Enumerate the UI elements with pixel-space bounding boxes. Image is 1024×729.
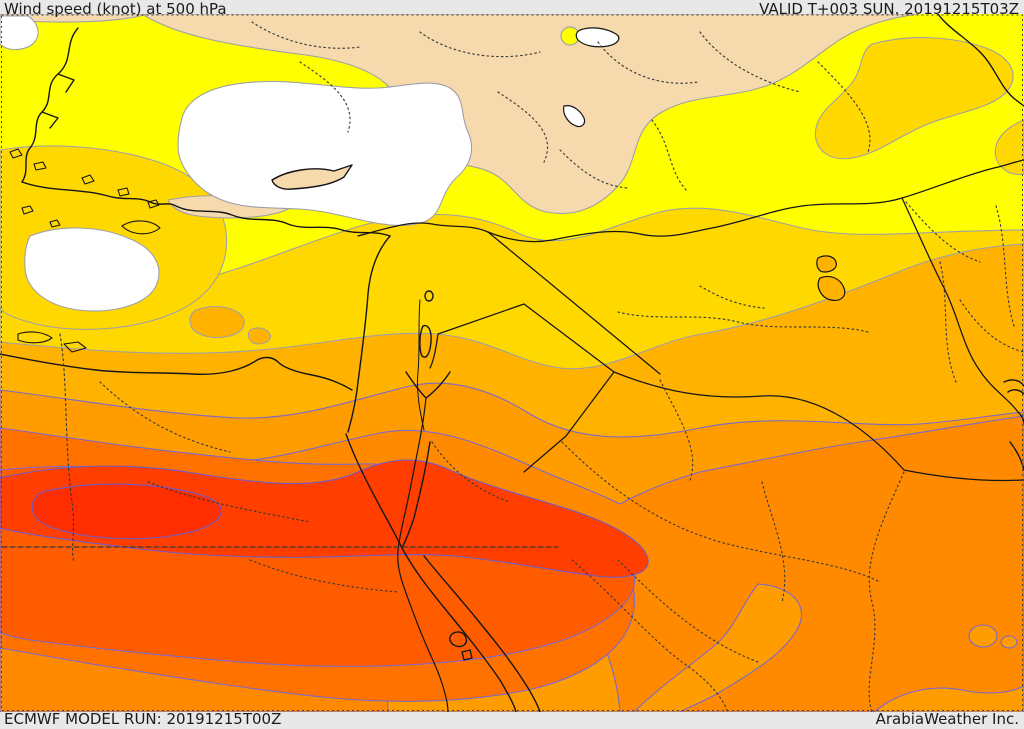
- lakes: [560, 26, 846, 301]
- admin-nile-valley: [571, 559, 759, 712]
- coastline-north-africa: [0, 353, 353, 391]
- map-frame: [1, 14, 1023, 711]
- coastline-anatolia-south: [21, 181, 391, 237]
- border-syria-iraq: [487, 231, 661, 375]
- contour-fill-gold-northeast: [814, 37, 1014, 160]
- coastline-gulf-of-suez: [345, 433, 403, 549]
- contour-fills: [0, 14, 1024, 712]
- coastline-gulf-of-aqaba: [401, 441, 431, 549]
- footer-bar: [0, 712, 1024, 729]
- coastline-aegean-capes: [41, 73, 75, 129]
- coastline-levant: [347, 235, 391, 433]
- coastline-red-sea-west: [401, 547, 517, 712]
- contour-fill-gold-east-edge: [994, 119, 1024, 175]
- islands-red-sea: [449, 631, 473, 661]
- admin-syria-jordan-east: [617, 285, 869, 333]
- contour-fill-red-core: [31, 483, 222, 540]
- border-israel: [417, 299, 425, 431]
- islands-aegean: [9, 148, 161, 353]
- contour-fill-orange-pocket-dot-2: [1000, 635, 1018, 649]
- contour-fill-white-central-turkey: [177, 80, 473, 227]
- contour-fill-orange-pocket-dot: [968, 624, 998, 648]
- coastline-caspian: [937, 14, 1024, 107]
- admin-egypt-libya: [59, 333, 75, 563]
- contour-fill-amber-delta-pocket-2: [247, 327, 271, 345]
- coastline-red-sea-east: [423, 555, 541, 712]
- contour-fill-orange-pocket-tongue: [633, 583, 803, 712]
- admin-sinai-negev: [431, 441, 511, 503]
- admin-saudi: [561, 379, 905, 712]
- lake-urmia-north: [816, 255, 837, 273]
- contour-fill-orange-pocket-southeast: [873, 685, 1024, 712]
- island-cyprus: [271, 164, 353, 190]
- map-title: Wind speed (knot) at 500 hPa: [4, 0, 227, 18]
- valid-time-label: VALID T+003 SUN. 20191215T03Z: [759, 0, 1019, 18]
- admin-borders: [1, 21, 1024, 712]
- model-run-label: ECMWF MODEL RUN: 20191215T00Z: [4, 710, 282, 728]
- header-bar: [0, 0, 1024, 14]
- lake-dead-sea: [419, 324, 432, 358]
- lake-urmia-south: [817, 275, 846, 301]
- coastlines: [0, 14, 1024, 712]
- lake-van: [575, 27, 620, 48]
- lake-galilee: [424, 290, 434, 302]
- border-iraq-iran: [901, 197, 1024, 425]
- admin-turkey-1: [251, 21, 699, 84]
- border-iraq-saudi: [613, 371, 1024, 482]
- contour-fill-tan-anatolia: [140, 14, 919, 215]
- country-borders: [357, 159, 1024, 482]
- admin-turkey-2: [497, 31, 871, 163]
- border-turkey-south: [357, 197, 903, 243]
- river-nile: [397, 397, 449, 712]
- coastline-gulf-stub: [1009, 441, 1024, 471]
- lake-sliver: [563, 105, 586, 128]
- contour-fill-white-corner: [0, 15, 39, 51]
- admin-turkey-3: [299, 61, 689, 193]
- border-turkey-iran-northeast: [901, 159, 1024, 199]
- contour-fill-white-aegean: [24, 227, 160, 312]
- contour-fill-amber-delta-pocket: [189, 305, 245, 339]
- admin-west-egypt: [99, 381, 399, 593]
- credit-label: ArabiaWeather Inc.: [875, 710, 1019, 728]
- coastline-nile-delta: [405, 371, 451, 399]
